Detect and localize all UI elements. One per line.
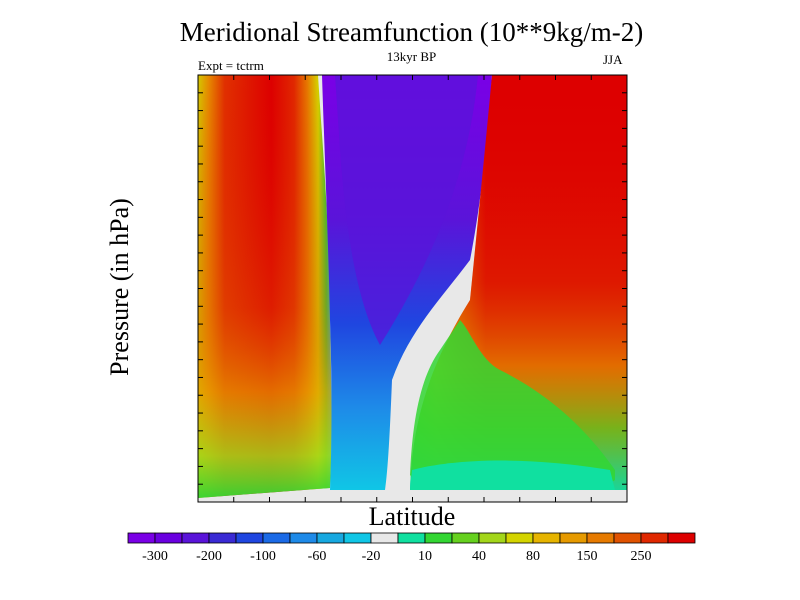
colorbar-box [343,532,372,544]
season-annotation: JJA [603,52,623,67]
x-axis-label: Latitude [368,502,456,531]
colorbar-box [262,532,291,544]
colorbar-tick-label: -20 [362,549,381,564]
colorbar-labels: -300 -200 -100 -60 -20 10 40 80 150 250 [142,549,651,564]
colorbar-tick-label: 150 [577,549,598,564]
colorbar-box [478,532,507,544]
colorbar-box [640,532,669,544]
colorbar-box [613,532,642,544]
colorbar-tick-label: 10 [418,549,432,564]
colorbar-box [235,532,264,544]
colorbar-box [154,532,183,544]
colorbar-tick-label: 250 [631,549,652,564]
colorbar-tick-label: -200 [196,549,222,564]
colorbar-box [127,532,156,544]
colorbar-tick-label: -300 [142,549,168,564]
lower-green-region [410,320,615,490]
colorbar-box [370,532,399,544]
colorbar-box [181,532,210,544]
colorbar-box [451,532,480,544]
chart-subtitle: 13kyr BP [386,49,437,64]
colorbar-box [424,532,453,544]
colorbar-box [316,532,345,544]
colorbar-box [667,532,696,544]
left-cell-lower-shading [198,75,332,498]
colorbar-boxes [127,532,696,544]
lower-teal-band [410,460,615,490]
colorbar-tick-label: 40 [472,549,486,564]
colorbar-box [505,532,534,544]
colorbar-box [532,532,561,544]
colorbar-box [397,532,426,544]
colorbar-box [559,532,588,544]
axis-ticks [198,75,627,502]
colorbar-box [586,532,615,544]
central-core [335,75,478,345]
colorbar-box [289,532,318,544]
colorbar-box [208,532,237,544]
chart-title: Meridional Streamfunction (10**9kg/m-2) [179,17,644,47]
colorbar-tick-label: -100 [250,549,276,564]
colorbar-tick-label: 80 [526,549,540,564]
experiment-annotation: Expt = tctrm [198,58,264,73]
colorbar-tick-label: -60 [308,549,327,564]
